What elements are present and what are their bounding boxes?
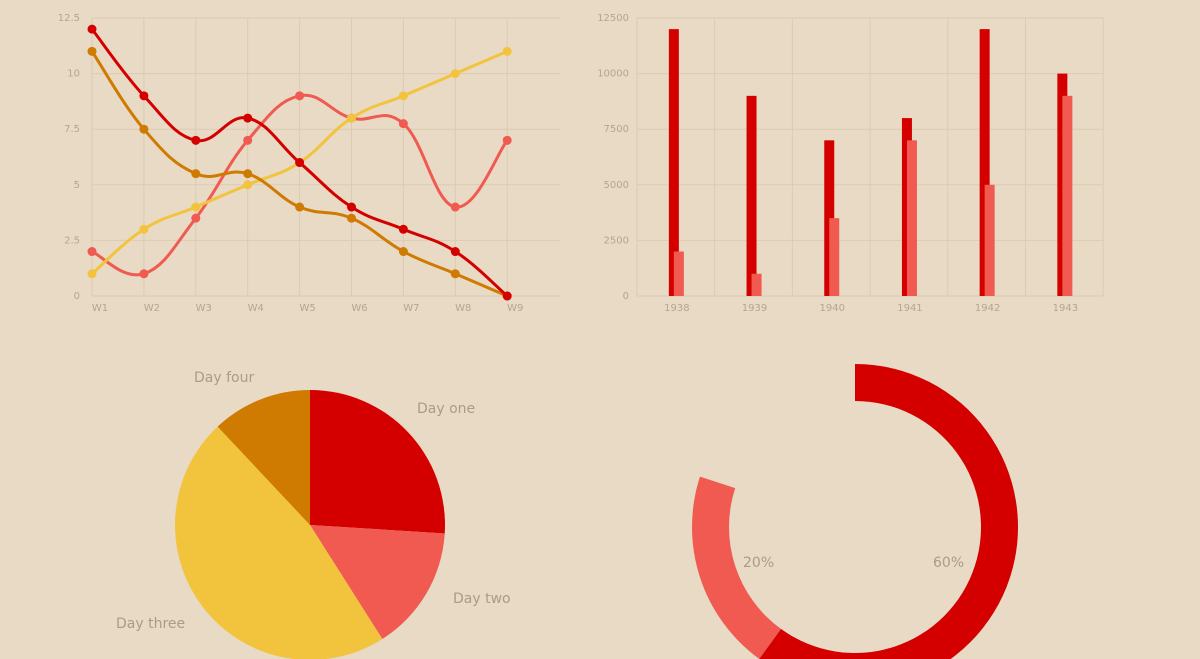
x-tick-label: 1938 xyxy=(664,303,689,314)
bar-series-b[interactable] xyxy=(906,140,917,296)
data-point[interactable] xyxy=(191,135,201,145)
pie-label-day-two: Day two xyxy=(453,591,511,607)
data-point[interactable] xyxy=(139,224,149,234)
x-tick-label: 1940 xyxy=(820,303,845,314)
data-point[interactable] xyxy=(87,247,97,257)
data-point[interactable] xyxy=(87,24,97,34)
y-tick-label: 12.5 xyxy=(58,13,80,24)
donut-label-60: 60% xyxy=(933,555,964,571)
pie-label-day-four: Day four xyxy=(194,370,254,386)
data-point[interactable] xyxy=(191,213,201,223)
pie-chart xyxy=(175,390,445,659)
x-tick-label: W4 xyxy=(248,303,264,314)
donut-chart xyxy=(692,364,1018,659)
data-point[interactable] xyxy=(139,91,149,101)
data-point[interactable] xyxy=(347,213,356,223)
data-point[interactable] xyxy=(295,91,305,101)
x-tick-label: W3 xyxy=(196,303,212,314)
data-point[interactable] xyxy=(450,247,460,257)
y-tick-label: 5 xyxy=(74,180,80,191)
data-point[interactable] xyxy=(502,291,512,301)
data-point[interactable] xyxy=(398,119,408,129)
data-point[interactable] xyxy=(502,46,512,56)
data-point[interactable] xyxy=(347,113,356,123)
data-point[interactable] xyxy=(191,202,201,212)
x-tick-label: W2 xyxy=(144,303,160,314)
bar-series-b[interactable] xyxy=(751,273,762,296)
y-tick-label: 2.5 xyxy=(64,235,80,246)
data-point[interactable] xyxy=(398,91,408,101)
bar-series-b[interactable] xyxy=(984,184,995,296)
data-point[interactable] xyxy=(502,135,512,145)
x-tick-label: W1 xyxy=(92,303,108,314)
bar-chart: 0 2500 5000 7500 10000 12500 1938 1939 1940 1941 1… xyxy=(597,13,1104,314)
donut-segment[interactable] xyxy=(759,364,1018,659)
y-tick-label: 10 xyxy=(67,69,80,80)
y-tick-label: 10000 xyxy=(597,69,629,80)
data-point[interactable] xyxy=(139,269,149,279)
bar-series-a[interactable] xyxy=(746,95,757,296)
x-tick-label: W7 xyxy=(403,303,419,314)
data-point[interactable] xyxy=(398,247,408,257)
x-tick-label: W8 xyxy=(455,303,471,314)
data-point[interactable] xyxy=(87,46,97,56)
pie-slice[interactable] xyxy=(175,426,383,659)
data-point[interactable] xyxy=(295,158,305,168)
data-point[interactable] xyxy=(243,180,253,190)
y-tick-label: 0 xyxy=(74,291,80,302)
data-point[interactable] xyxy=(243,135,253,145)
data-point[interactable] xyxy=(347,202,356,212)
x-tick-label: 1941 xyxy=(897,303,922,314)
line-chart: 0 2.5 5 7.5 10 12.5 W1 W2 W3 W4 W5 W6 W7 W8 W9 xyxy=(58,13,560,314)
pie-slice[interactable] xyxy=(310,390,445,534)
data-point[interactable] xyxy=(450,69,460,79)
y-tick-label: 2500 xyxy=(604,235,629,246)
data-point[interactable] xyxy=(450,269,460,279)
x-tick-label: W9 xyxy=(507,303,523,314)
bar-series-b[interactable] xyxy=(673,251,684,296)
bar-series-b[interactable] xyxy=(1062,95,1073,296)
x-tick-label: 1939 xyxy=(742,303,767,314)
data-point[interactable] xyxy=(139,124,149,134)
line-series xyxy=(90,28,509,298)
data-point[interactable] xyxy=(398,224,408,234)
line-series xyxy=(90,50,508,298)
pie-label-day-three: Day three xyxy=(116,616,185,632)
y-tick-label: 7500 xyxy=(604,124,629,135)
data-point[interactable] xyxy=(191,169,201,179)
data-point[interactable] xyxy=(243,113,253,123)
x-tick-label: 1943 xyxy=(1053,303,1078,314)
data-point[interactable] xyxy=(87,269,97,279)
x-tick-label: W5 xyxy=(299,303,315,314)
donut-label-20: 20% xyxy=(743,555,774,571)
x-tick-label: W6 xyxy=(351,303,367,314)
y-tick-label: 0 xyxy=(623,291,629,302)
bar-series-b[interactable] xyxy=(829,218,840,296)
pie-slice[interactable] xyxy=(310,525,445,639)
y-tick-label: 7.5 xyxy=(64,124,80,135)
x-tick-label: 1942 xyxy=(975,303,1000,314)
y-tick-label: 5000 xyxy=(604,180,629,191)
bar-series-a[interactable] xyxy=(979,29,990,297)
data-point[interactable] xyxy=(450,202,460,212)
data-point[interactable] xyxy=(243,169,253,179)
pie-label-day-one: Day one xyxy=(417,401,475,417)
y-tick-label: 12500 xyxy=(597,13,629,24)
bar-series-a[interactable] xyxy=(668,29,679,297)
donut-segment[interactable] xyxy=(692,476,781,659)
data-point[interactable] xyxy=(295,202,305,212)
pie-slice[interactable] xyxy=(217,390,310,525)
